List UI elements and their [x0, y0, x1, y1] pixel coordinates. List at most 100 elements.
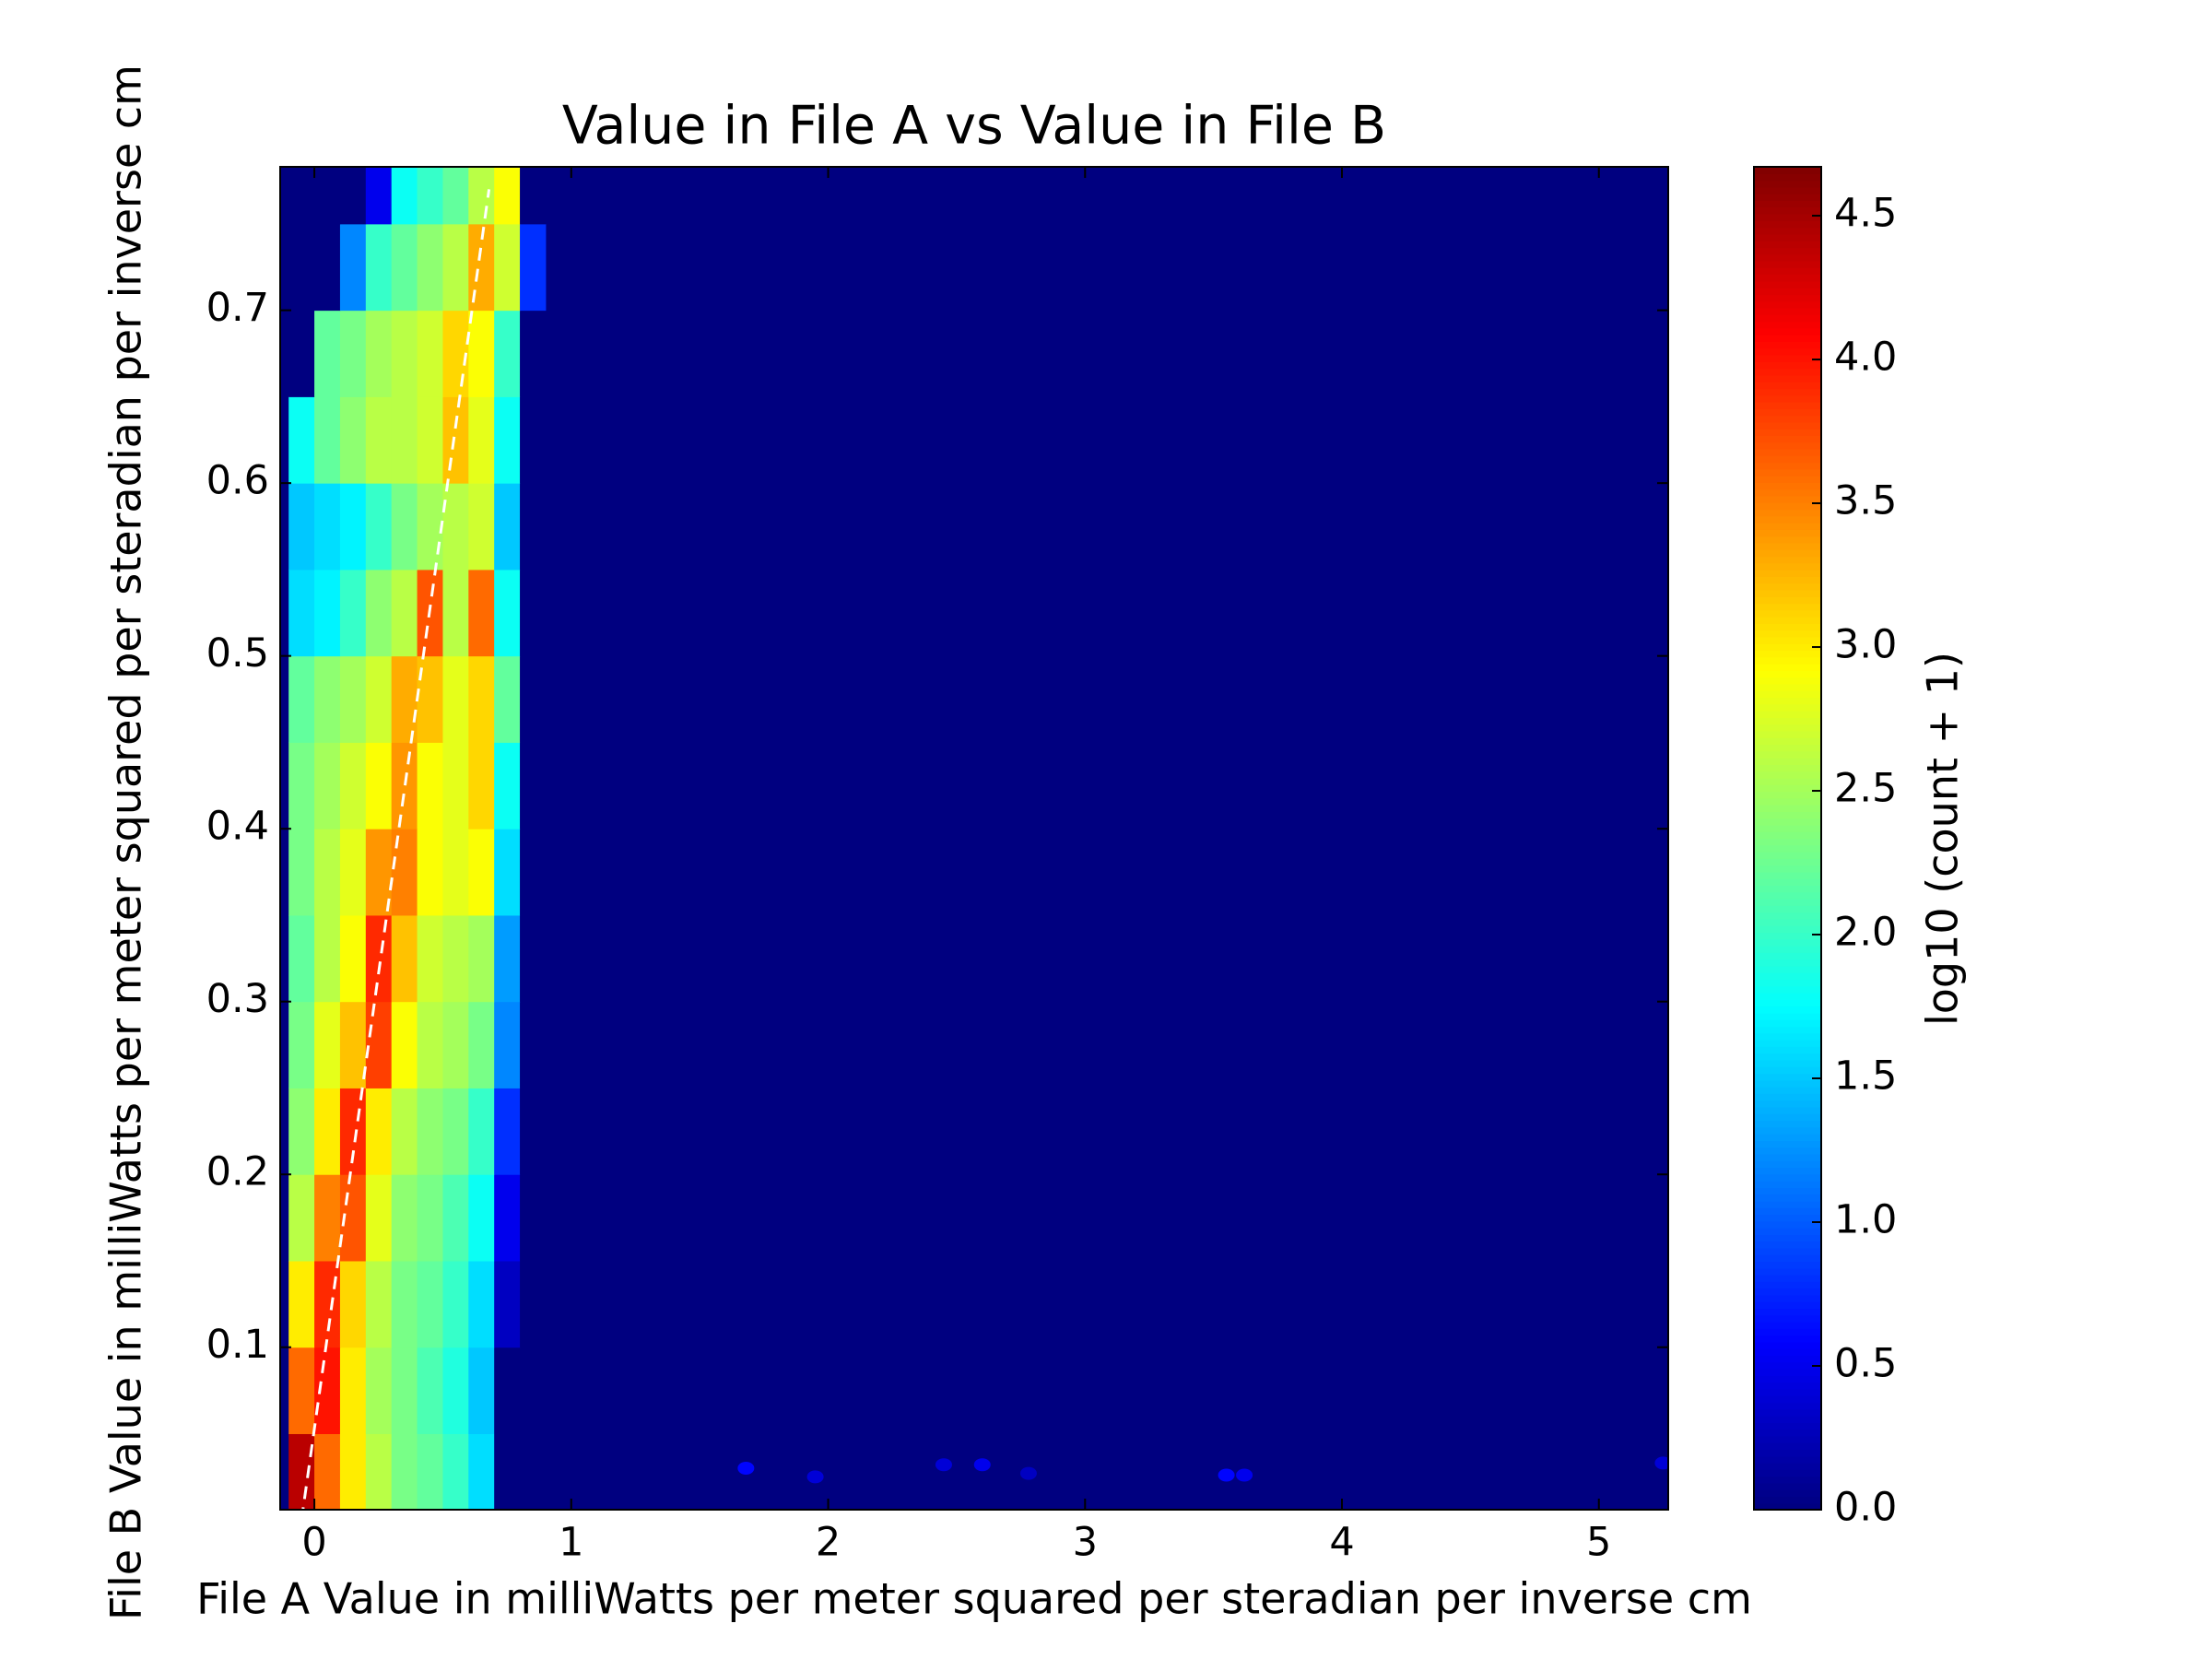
- colorbar-step: [1754, 213, 1821, 221]
- colorbar-step: [1754, 388, 1821, 396]
- colorbar-step: [1754, 314, 1821, 323]
- colorbar-step: [1754, 1040, 1821, 1047]
- hex-cell: [442, 1174, 469, 1262]
- colorbar-step: [1754, 643, 1821, 652]
- colorbar-step: [1754, 724, 1821, 732]
- colorbar-step: [1754, 623, 1821, 631]
- colorbar-step: [1754, 1053, 1821, 1061]
- colorbar-step: [1754, 394, 1821, 403]
- colorbar-step: [1754, 838, 1821, 846]
- colorbar-step: [1754, 1482, 1821, 1490]
- colorbar-tick-label: 1.0: [1834, 1197, 1897, 1243]
- colorbar-step: [1754, 441, 1821, 450]
- colorbar-step: [1754, 368, 1821, 376]
- colorbar-step: [1754, 952, 1821, 960]
- hex-cell: [494, 1088, 521, 1175]
- hex-cell: [339, 1001, 367, 1088]
- hex-cell: [417, 310, 443, 397]
- colorbar-step: [1754, 1046, 1821, 1054]
- colorbar-step: [1754, 462, 1821, 470]
- colorbar-step: [1754, 556, 1821, 564]
- colorbar-tick-label: 2.0: [1834, 910, 1897, 956]
- colorbar-step: [1754, 247, 1821, 255]
- colorbar-step: [1754, 294, 1821, 302]
- hex-cell: [288, 1260, 315, 1348]
- colorbar-step: [1754, 899, 1821, 906]
- colorbar-frame: [1753, 166, 1822, 1511]
- colorbar-step: [1754, 421, 1821, 429]
- colorbar-step: [1754, 1388, 1821, 1396]
- hex-cell: [365, 1088, 393, 1175]
- hex-cell: [494, 223, 521, 312]
- hex-cell: [314, 1347, 341, 1434]
- hex-cell: [288, 1433, 315, 1510]
- colorbar-step: [1754, 1355, 1821, 1363]
- sparse-cell: [737, 1461, 755, 1475]
- colorbar-step: [1754, 1294, 1821, 1302]
- colorbar-step: [1754, 1442, 1821, 1451]
- colorbar-step: [1754, 750, 1821, 759]
- hex-cell: [417, 742, 443, 830]
- y-axis-label: File B Value in milliWatts per meter squ…: [101, 65, 151, 1620]
- hex-cell: [417, 396, 443, 484]
- hex-cell: [391, 310, 418, 397]
- hex-cell: [288, 223, 315, 312]
- hex-cell: [494, 1001, 521, 1088]
- hex-cell: [365, 1433, 393, 1510]
- hex-cell: [417, 483, 443, 571]
- colorbar-step: [1754, 1422, 1821, 1430]
- hex-cell: [339, 1260, 367, 1348]
- colorbar-step: [1754, 1100, 1821, 1108]
- colorbar-step: [1754, 959, 1821, 967]
- hex-cell: [494, 914, 521, 1003]
- colorbar-step: [1754, 173, 1821, 182]
- hex-cell: [417, 914, 443, 1003]
- colorbar-step: [1754, 1463, 1821, 1470]
- sparse-cell: [935, 1458, 952, 1472]
- colorbar-step: [1754, 784, 1821, 793]
- hex-cell: [288, 310, 315, 397]
- x-tick-label: 2: [816, 1520, 841, 1566]
- colorbar-step: [1754, 1301, 1821, 1310]
- colorbar-step: [1754, 664, 1821, 671]
- colorbar-step: [1754, 382, 1821, 390]
- plot-area: [280, 167, 1668, 1510]
- colorbar-step: [1754, 186, 1821, 194]
- hex-cell: [314, 569, 341, 657]
- y-tick-label: 0.5: [206, 630, 269, 677]
- colorbar-step: [1754, 1455, 1821, 1464]
- hex-cell: [442, 1001, 469, 1088]
- colorbar-step: [1754, 288, 1821, 296]
- colorbar-step: [1754, 1187, 1821, 1195]
- y-tick-label: 0.4: [206, 804, 269, 850]
- hex-cell: [468, 1433, 495, 1510]
- colorbar-step: [1754, 1167, 1821, 1175]
- colorbar-step: [1754, 771, 1821, 779]
- hex-cell: [365, 742, 393, 830]
- colorbar-step: [1754, 1335, 1821, 1343]
- hex-cell: [365, 1347, 393, 1434]
- hex-cell: [417, 223, 443, 312]
- hex-cell: [288, 569, 315, 657]
- hex-cell: [417, 1001, 443, 1088]
- hex-cell: [520, 396, 547, 484]
- colorbar-step: [1754, 703, 1821, 712]
- hex-cell: [494, 1433, 521, 1510]
- colorbar-tick-label: 4.0: [1834, 335, 1897, 381]
- hex-cell: [494, 655, 521, 743]
- colorbar-tick-label: 0.5: [1834, 1341, 1897, 1387]
- hex-cell: [468, 167, 495, 225]
- hex-cell: [520, 167, 547, 225]
- hex-cell: [288, 1088, 315, 1175]
- hex-cell: [442, 167, 469, 225]
- x-tick-label: 5: [1586, 1520, 1611, 1566]
- hex-cell: [314, 310, 341, 397]
- hex-cell: [442, 483, 469, 571]
- hex-cell: [391, 742, 418, 830]
- hex-cell: [520, 1260, 547, 1348]
- hex-cell: [288, 1001, 315, 1088]
- hex-cell: [339, 829, 367, 916]
- hex-cell: [391, 569, 418, 657]
- hex-cell: [442, 1433, 469, 1510]
- colorbar-step: [1754, 938, 1821, 947]
